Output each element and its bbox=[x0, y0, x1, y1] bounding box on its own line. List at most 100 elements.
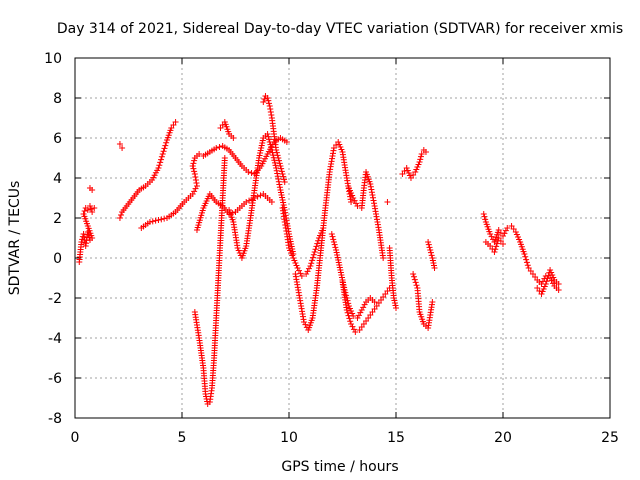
data-point bbox=[354, 315, 361, 321]
data-point bbox=[351, 197, 358, 204]
data-point bbox=[492, 246, 499, 253]
data-point bbox=[411, 276, 418, 283]
data-point bbox=[330, 236, 337, 243]
data-point bbox=[427, 249, 434, 256]
data-point bbox=[380, 255, 387, 261]
data-point bbox=[158, 156, 165, 163]
data-point bbox=[265, 97, 272, 104]
data-point bbox=[274, 152, 281, 159]
data-point bbox=[425, 241, 432, 248]
data-point bbox=[155, 217, 162, 223]
data-point bbox=[274, 173, 281, 180]
data-point bbox=[350, 326, 357, 333]
data-point bbox=[307, 263, 314, 269]
data-point bbox=[89, 209, 96, 215]
data-point bbox=[352, 329, 359, 335]
data-point bbox=[481, 213, 488, 220]
data-point bbox=[410, 271, 417, 277]
data-point bbox=[298, 273, 305, 279]
data-point bbox=[494, 240, 501, 247]
data-point bbox=[155, 165, 162, 171]
data-point bbox=[152, 217, 159, 224]
data-point bbox=[523, 259, 530, 266]
data-points bbox=[76, 93, 562, 407]
data-point bbox=[272, 162, 279, 169]
data-point bbox=[410, 273, 417, 280]
y-tick-label: 6 bbox=[53, 131, 62, 147]
plot-frame bbox=[74, 57, 611, 419]
x-tick-label: 20 bbox=[494, 430, 512, 446]
data-point bbox=[427, 247, 434, 253]
data-point bbox=[159, 151, 166, 157]
grid bbox=[75, 58, 610, 418]
data-point bbox=[81, 208, 88, 214]
data-point bbox=[248, 196, 255, 203]
data-point bbox=[282, 222, 289, 228]
data-point bbox=[189, 163, 196, 169]
data-point bbox=[422, 149, 429, 155]
data-point bbox=[146, 219, 153, 225]
data-point bbox=[544, 275, 551, 282]
data-point bbox=[276, 181, 283, 188]
data-point bbox=[261, 96, 268, 102]
data-point bbox=[119, 145, 126, 151]
data-point bbox=[276, 160, 283, 167]
data-point bbox=[493, 243, 500, 250]
y-tick-label: 8 bbox=[53, 91, 62, 107]
data-point bbox=[308, 260, 315, 267]
data-point bbox=[418, 151, 425, 157]
data-point bbox=[275, 176, 282, 182]
data-point bbox=[500, 241, 506, 247]
data-point bbox=[279, 171, 286, 177]
data-point bbox=[283, 139, 290, 145]
data-point bbox=[230, 135, 237, 141]
data-point bbox=[345, 312, 352, 319]
data-point bbox=[277, 163, 284, 169]
data-point bbox=[268, 112, 275, 118]
data-point bbox=[312, 246, 319, 253]
data-point bbox=[254, 193, 261, 200]
data-point bbox=[281, 219, 288, 225]
data-point bbox=[384, 199, 391, 205]
data-point bbox=[360, 304, 367, 311]
data-point bbox=[275, 155, 282, 161]
data-point bbox=[500, 233, 506, 239]
data-point bbox=[116, 141, 123, 147]
data-point bbox=[346, 315, 353, 322]
data-point bbox=[294, 265, 301, 271]
data-point bbox=[193, 180, 200, 186]
data-point bbox=[487, 231, 494, 237]
data-point bbox=[265, 133, 272, 140]
data-point bbox=[192, 185, 199, 192]
data-point bbox=[371, 200, 378, 207]
x-axis-label: GPS time / hours bbox=[281, 459, 398, 475]
data-point bbox=[369, 192, 376, 198]
data-point bbox=[264, 131, 271, 137]
y-tick-label: -6 bbox=[48, 371, 62, 387]
data-point bbox=[267, 109, 274, 115]
data-point bbox=[191, 188, 198, 195]
data-point bbox=[349, 323, 356, 330]
data-point bbox=[80, 211, 87, 217]
data-point bbox=[149, 218, 156, 225]
data-point bbox=[348, 199, 355, 205]
data-point bbox=[502, 227, 509, 234]
data-point bbox=[303, 271, 310, 277]
y-axis-label: SDTVAR / TECUs bbox=[7, 181, 23, 296]
data-point bbox=[266, 100, 273, 107]
y-tick-label: 10 bbox=[44, 51, 62, 67]
data-point bbox=[266, 136, 273, 143]
data-point bbox=[163, 139, 170, 146]
data-point bbox=[213, 145, 220, 151]
data-point bbox=[311, 249, 318, 255]
data-point bbox=[281, 179, 288, 185]
data-point bbox=[273, 149, 280, 156]
data-point bbox=[192, 174, 199, 180]
data-point bbox=[304, 268, 311, 275]
y-tick-label: 2 bbox=[53, 211, 62, 227]
data-point bbox=[273, 165, 280, 171]
data-point bbox=[257, 192, 264, 199]
data-point bbox=[348, 321, 355, 327]
data-point bbox=[268, 199, 275, 205]
data-point bbox=[278, 165, 285, 172]
